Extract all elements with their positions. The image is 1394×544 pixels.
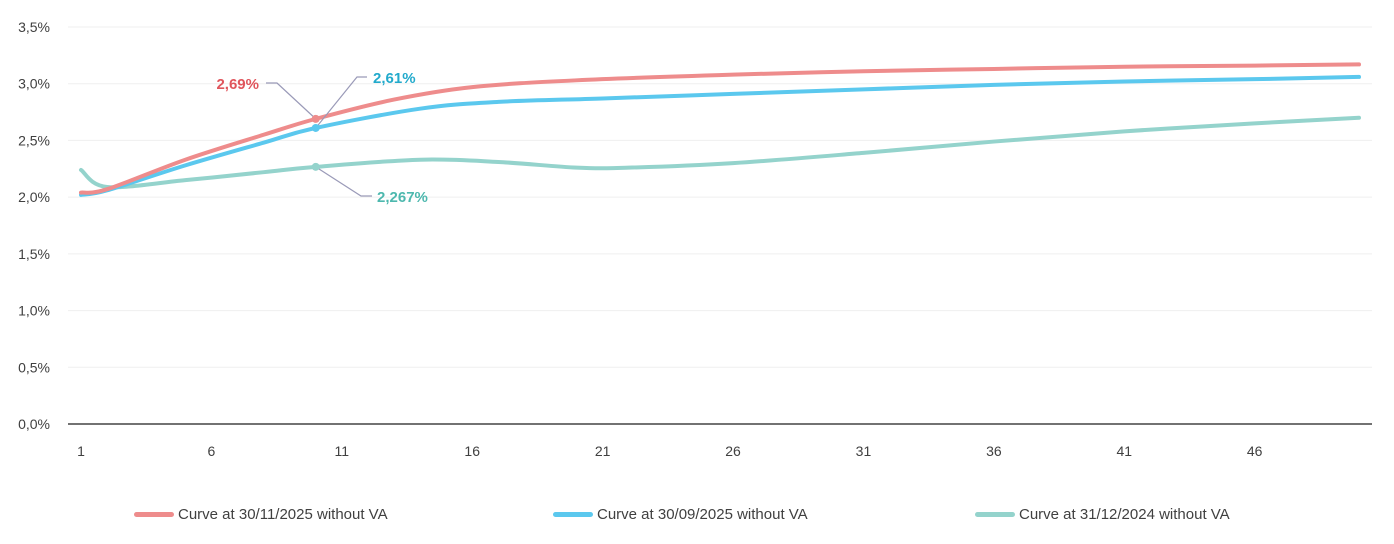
- legend-item-sep-2025[interactable]: Curve at 30/09/2025 without VA: [553, 506, 808, 523]
- gridlines: [68, 26, 1372, 368]
- y-tick-label: 2,0%: [18, 189, 50, 205]
- data-point-marker: [311, 162, 320, 171]
- series-line-1: [79, 74, 1361, 197]
- legend: Curve at 30/11/2025 without VA Curve at …: [0, 506, 1394, 530]
- callout-label: 2,69%: [216, 76, 259, 93]
- x-tick-label: 21: [595, 443, 611, 459]
- y-tick-label: 0,0%: [18, 416, 50, 432]
- callout-label: 2,267%: [377, 189, 428, 206]
- annotations: 2,69% 2,61% 2,267%: [216, 70, 427, 206]
- line-chart: 0,0%0,5%1,0%1,5%2,0%2,5%3,0%3,5% 1 6 11 16 2…: [18, 19, 1372, 459]
- legend-label: Curve at 30/09/2025 without VA: [597, 506, 808, 523]
- y-tick-label: 1,0%: [18, 303, 50, 319]
- callout-leader: [315, 76, 367, 129]
- legend-label: Curve at 31/12/2024 without VA: [1019, 506, 1230, 523]
- legend-swatch-icon: [134, 512, 174, 517]
- legend-swatch-icon: [553, 512, 593, 517]
- callout-label: 2,61%: [373, 70, 416, 87]
- legend-item-nov-2025[interactable]: Curve at 30/11/2025 without VA: [134, 506, 388, 523]
- x-axis: 1 6 11 16 21 26 31 36 41 46: [77, 443, 1263, 459]
- callout-leader: [266, 82, 317, 120]
- series-line-2: [79, 115, 1361, 190]
- y-tick-label: 2,5%: [18, 132, 50, 148]
- y-axis: 0,0% 0,5% 1,0% 1,5% 2,0% 2,5% 3,0% 3,5%: [18, 19, 50, 432]
- legend-label: Curve at 30/11/2025 without VA: [178, 506, 388, 523]
- data-point-marker: [311, 114, 320, 123]
- x-tick-label: 41: [1116, 443, 1132, 459]
- callout-leader: [315, 166, 372, 197]
- x-tick-label: 31: [856, 443, 872, 459]
- y-tick-label: 0,5%: [18, 359, 50, 375]
- x-tick-label: 1: [77, 443, 85, 459]
- y-tick-label: 1,5%: [18, 246, 50, 262]
- x-tick-label: 46: [1247, 443, 1263, 459]
- legend-swatch-icon: [975, 512, 1015, 517]
- x-tick-label: 36: [986, 443, 1002, 459]
- y-tick-label: 3,0%: [18, 76, 50, 92]
- series-line-0: [79, 62, 1361, 195]
- x-tick-label: 16: [464, 443, 480, 459]
- series-group: [79, 62, 1361, 197]
- data-point-marker: [311, 123, 320, 132]
- x-tick-label: 26: [725, 443, 741, 459]
- legend-item-dec-2024[interactable]: Curve at 31/12/2024 without VA: [975, 506, 1230, 523]
- y-tick-label: 3,5%: [18, 19, 50, 35]
- x-tick-label: 11: [335, 443, 350, 459]
- x-tick-label: 6: [208, 443, 216, 459]
